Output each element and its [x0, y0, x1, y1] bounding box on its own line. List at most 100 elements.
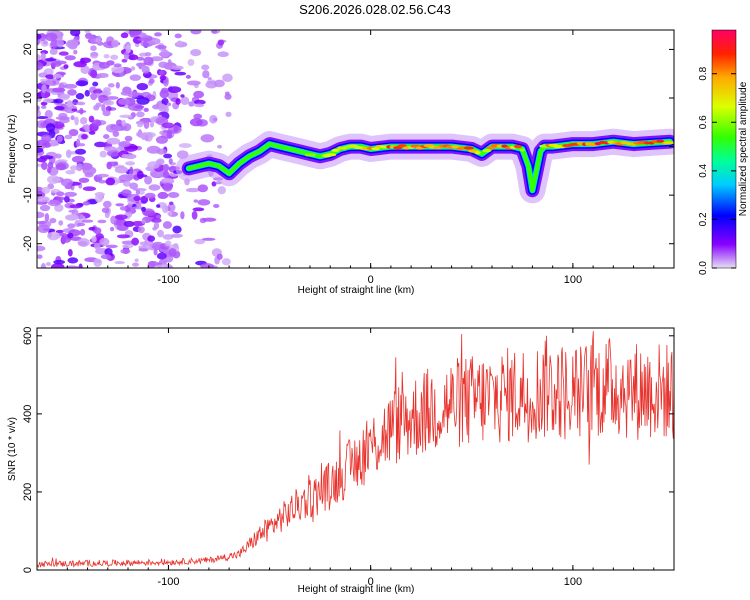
noise-blob [113, 218, 127, 226]
noise-blob [217, 51, 229, 58]
noise-blob [59, 93, 70, 101]
noise-blob [78, 263, 83, 268]
noise-blob [110, 54, 119, 60]
y-tick-label: 10 [22, 92, 34, 104]
noise-blob [50, 39, 59, 48]
noise-blob [69, 236, 82, 241]
ridge-peak [397, 143, 407, 148]
noise-blob [180, 94, 185, 98]
noise-blob [67, 249, 73, 257]
noise-blob [167, 86, 182, 94]
noise-blob [134, 105, 145, 109]
noise-blob [107, 161, 118, 167]
noise-blob [78, 241, 88, 246]
noise-blob [49, 217, 57, 224]
noise-blob [37, 109, 42, 118]
noise-blob [58, 51, 69, 56]
noise-blob [143, 210, 156, 217]
noise-blob [80, 57, 92, 64]
noise-blob [67, 232, 74, 239]
x-tick-label: 0 [368, 274, 374, 286]
noise-blob [114, 166, 129, 174]
noise-blob [47, 199, 61, 207]
noise-blob [138, 248, 149, 252]
noise-blob [44, 32, 58, 42]
noise-blob [45, 123, 56, 133]
noise-blob [133, 196, 141, 202]
noise-blob [123, 51, 130, 61]
noise-blob [193, 99, 206, 105]
noise-blob [53, 60, 67, 65]
noise-blob [114, 214, 128, 220]
noise-blob [163, 77, 169, 87]
noise-blob [158, 258, 168, 266]
noise-blob [68, 129, 79, 137]
noise-blob [94, 227, 102, 235]
snr-series-line [37, 331, 674, 568]
noise-blob [131, 237, 140, 246]
noise-blob [188, 101, 195, 107]
noise-blob [103, 146, 117, 152]
noise-blob [64, 214, 79, 221]
spectrogram-ylabel: Frequency (Hz) [7, 115, 18, 184]
noise-blob [129, 74, 141, 81]
noise-blob [44, 212, 50, 222]
noise-blob [137, 226, 145, 234]
noise-blob [124, 135, 133, 142]
noise-blob [98, 62, 110, 69]
noise-blob [141, 206, 146, 212]
noise-blob [135, 189, 140, 195]
noise-blob [40, 81, 54, 85]
noise-blob [189, 118, 203, 127]
noise-blob [105, 96, 119, 100]
ridge-peak [325, 153, 337, 157]
noise-blob [60, 178, 74, 187]
x-tick-label: 100 [564, 576, 582, 588]
noise-blob [144, 52, 152, 57]
noise-blob [168, 158, 173, 165]
noise-blob [173, 124, 179, 133]
noise-blob [110, 215, 117, 225]
noise-blob [149, 121, 155, 128]
noise-blob [186, 80, 201, 86]
noise-blob [42, 98, 54, 103]
y-tick-label: 0 [22, 144, 34, 150]
noise-blob [76, 163, 83, 172]
noise-blob [70, 30, 81, 37]
noise-blob [47, 231, 60, 241]
noise-blob [80, 65, 90, 75]
noise-blob [52, 87, 66, 93]
noise-blob [67, 89, 77, 96]
noise-blob [136, 82, 149, 91]
noise-blob [56, 39, 64, 48]
ridge-peak [337, 146, 343, 150]
noise-blob [136, 56, 145, 61]
noise-blob [176, 40, 183, 46]
noise-blob [54, 106, 65, 111]
noise-blob [55, 191, 65, 197]
noise-region [37, 30, 233, 268]
noise-blob [84, 89, 90, 97]
noise-blob [98, 179, 107, 184]
noise-blob [143, 107, 149, 113]
noise-blob [134, 258, 139, 263]
noise-blob [202, 70, 210, 79]
noise-blob [136, 170, 144, 180]
noise-blob [123, 180, 131, 187]
noise-blob [44, 110, 53, 119]
noise-blob [123, 220, 135, 227]
noise-blob [190, 48, 202, 57]
noise-blob [113, 63, 122, 68]
colorbar-tick-label: 0.4 [698, 163, 709, 177]
noise-blob [116, 119, 123, 127]
noise-blob [202, 217, 217, 222]
frequency-ridge [175, 128, 674, 204]
noise-blob [37, 224, 50, 234]
noise-blob [201, 64, 210, 71]
noise-blob [191, 210, 198, 220]
noise-blob [55, 116, 70, 121]
noise-blob [125, 161, 136, 166]
noise-blob [63, 64, 69, 69]
